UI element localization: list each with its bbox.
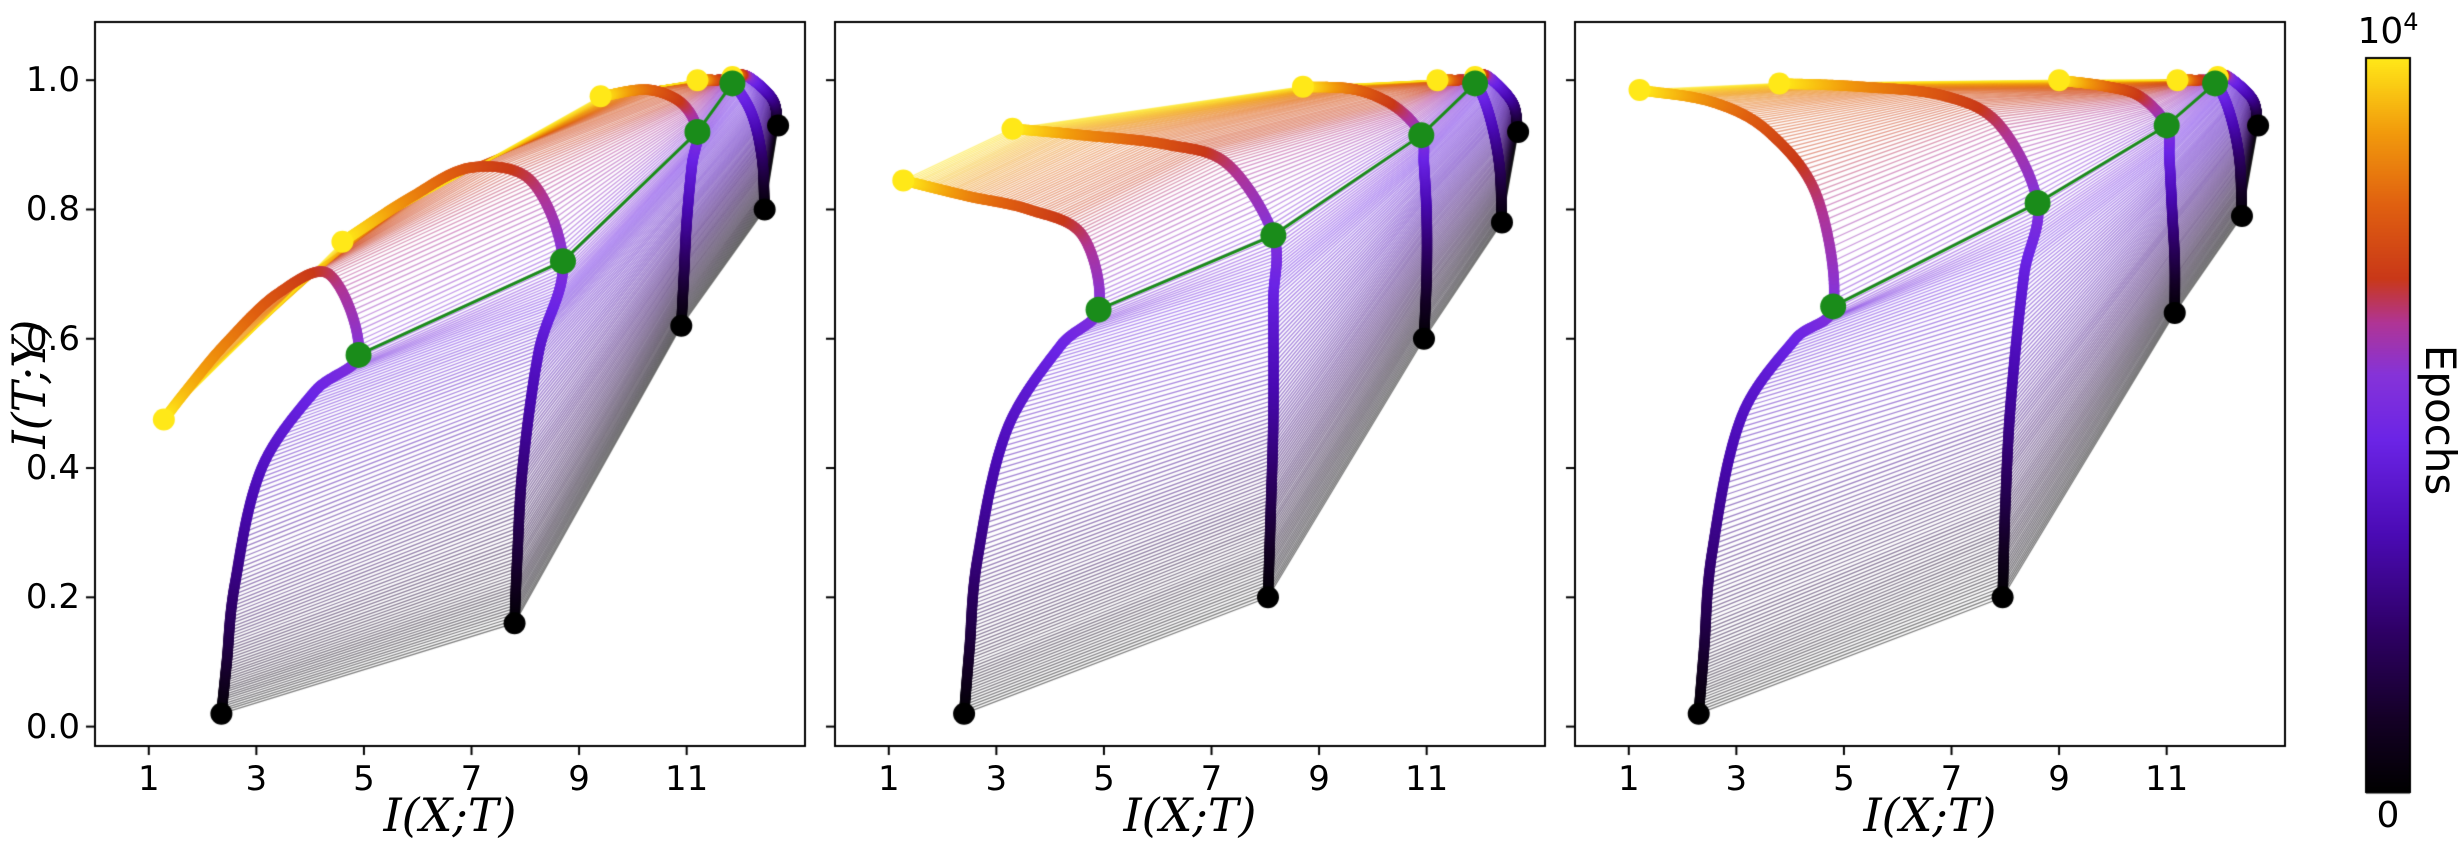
colorbar-top-tick-exponent: 4 (2403, 8, 2419, 36)
x-tick-label: 1 (1617, 759, 1640, 799)
x-tick-label: 3 (245, 759, 268, 799)
x-tick-label: 11 (665, 759, 709, 799)
y-tick-label: 0.0 (25, 706, 80, 747)
x-tick-label: 11 (1405, 759, 1449, 799)
x-tick-label: 5 (353, 759, 375, 799)
x-tick-label: 9 (568, 759, 590, 799)
x-tick-label: 7 (1200, 759, 1223, 799)
x-tick-label: 5 (1093, 759, 1115, 799)
y-axis-label: I(T;Y) (2, 319, 56, 449)
y-tick-label: 0.2 (25, 577, 80, 618)
colorbar-label: Epochs (2416, 344, 2462, 496)
colorbar-bottom-tick: 0 (2376, 795, 2400, 836)
x-axis-label-panel-2: I(X;T) (1123, 788, 1257, 842)
colorbar-top-tick: 104 (2328, 10, 2448, 50)
y-tick-label: 0.6 (25, 318, 80, 359)
x-axis-label-panel-1: I(X;T) (383, 788, 517, 842)
x-tick-label: 9 (2048, 759, 2070, 799)
y-tick-label: 1.0 (25, 60, 80, 101)
y-tick-label: 0.8 (25, 189, 80, 230)
x-tick-label: 7 (460, 759, 483, 799)
x-axis-label-panel-3: I(X;T) (1863, 788, 1997, 842)
x-tick-label: 9 (1308, 759, 1330, 799)
x-tick-label: 3 (1725, 759, 1748, 799)
x-tick-label: 1 (877, 759, 900, 799)
y-tick-label: 0.4 (25, 448, 80, 489)
x-tick-label: 7 (1940, 759, 1963, 799)
x-tick-label: 1 (137, 759, 160, 799)
colorbar-top-tick-base: 10 (2357, 11, 2404, 52)
x-tick-label: 3 (985, 759, 1008, 799)
x-tick-label: 5 (1833, 759, 1855, 799)
x-tick-label: 11 (2145, 759, 2189, 799)
